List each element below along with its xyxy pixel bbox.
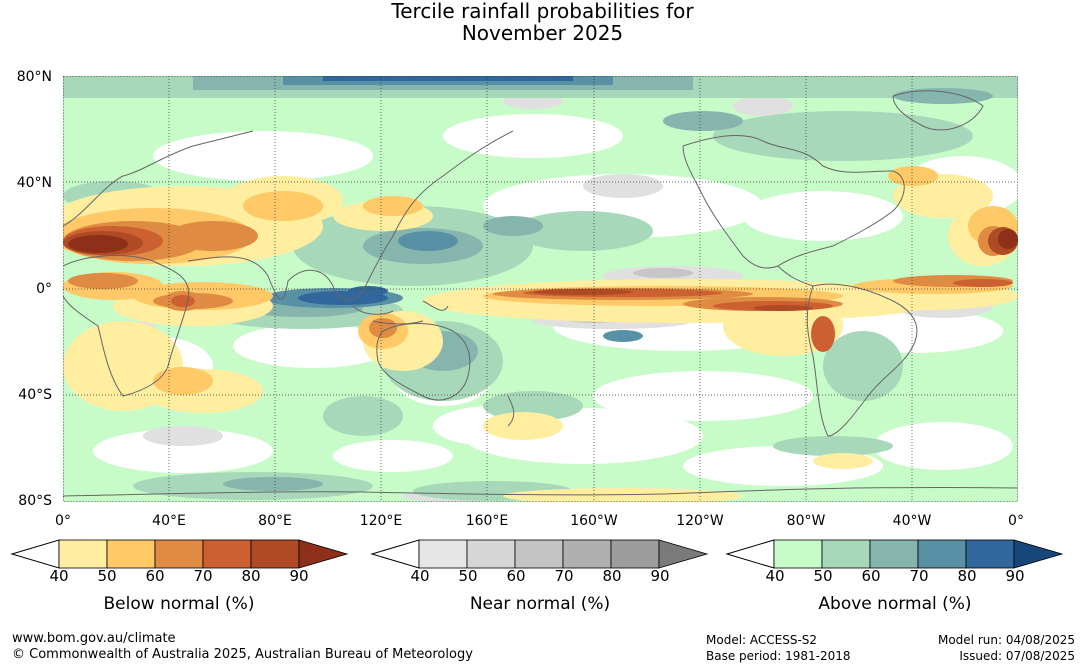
probability-map bbox=[63, 76, 1018, 502]
legend-below-swatch-1 bbox=[106, 539, 156, 569]
legend-below-tick-50: 50 bbox=[97, 567, 117, 585]
title-line-1: Tercile rainfall probabilities for bbox=[391, 0, 694, 23]
legend-near-tick-50: 50 bbox=[458, 567, 478, 585]
legend-above-swatch-3 bbox=[917, 539, 967, 569]
legend-near-normal bbox=[370, 539, 709, 569]
legend-near-tick-90: 90 bbox=[650, 567, 670, 585]
legend-above-arrow-low bbox=[725, 539, 775, 569]
legend-below-tick-60: 60 bbox=[145, 567, 165, 585]
title-line-2: November 2025 bbox=[461, 21, 624, 45]
lat-label-0: 0° bbox=[36, 281, 52, 297]
legend-above-tick-50: 50 bbox=[813, 567, 833, 585]
legend-near-title: Near normal (%) bbox=[469, 594, 611, 614]
legend-near-arrow-high bbox=[658, 539, 709, 569]
above-normal-areas bbox=[63, 76, 1018, 501]
lon-label-80w: 80°W bbox=[786, 513, 826, 529]
legend-above-tick-90: 90 bbox=[1005, 567, 1025, 585]
legend-above-swatch-1 bbox=[821, 539, 871, 569]
lon-label-40e: 40°E bbox=[152, 513, 186, 529]
legend-below-swatch-4 bbox=[250, 539, 300, 569]
legend-below-swatch-2 bbox=[154, 539, 204, 569]
legend-above-normal bbox=[725, 539, 1064, 569]
legend-above-swatch-0 bbox=[773, 539, 823, 569]
legend-near-tick-70: 70 bbox=[554, 567, 574, 585]
legend-near-swatch-3 bbox=[562, 539, 612, 569]
lat-label-80s: 80°S bbox=[18, 493, 52, 509]
coastlines bbox=[63, 90, 1018, 497]
legend-near-tick-40: 40 bbox=[410, 567, 430, 585]
legend-near-swatch-4 bbox=[610, 539, 660, 569]
legend-above-title: Above normal (%) bbox=[818, 594, 972, 614]
lat-label-40s: 40°S bbox=[18, 387, 52, 403]
model-text: Model: ACCESS-S2 bbox=[706, 633, 818, 647]
legend-below-swatch-0 bbox=[58, 539, 108, 569]
lon-label-0: 0° bbox=[55, 513, 71, 529]
legend-above-tick-60: 60 bbox=[861, 567, 881, 585]
legend-above-tick-80: 80 bbox=[957, 567, 977, 585]
legend-below-normal bbox=[10, 539, 349, 569]
lon-label-160w: 160°W bbox=[570, 513, 618, 529]
lon-label-80e: 80°E bbox=[258, 513, 292, 529]
lon-label-40w: 40°W bbox=[892, 513, 932, 529]
legend-above-arrow-high bbox=[1013, 539, 1064, 569]
legend-below-tick-70: 70 bbox=[193, 567, 213, 585]
lat-label-40n: 40°N bbox=[16, 175, 52, 191]
lat-label-80n: 80°N bbox=[16, 69, 52, 85]
legend-near-tick-80: 80 bbox=[602, 567, 622, 585]
lon-label-120e: 120°E bbox=[359, 513, 403, 529]
legend-below-arrow-high bbox=[298, 539, 349, 569]
copyright-text: © Commonwealth of Australia 2025, Austra… bbox=[12, 647, 473, 662]
lon-label-0-right: 0° bbox=[1008, 513, 1024, 529]
model-run-text: Model run: 04/08/2025 bbox=[937, 633, 1075, 647]
legend-above-swatch-2 bbox=[869, 539, 919, 569]
lon-label-160e: 160°E bbox=[465, 513, 509, 529]
legend-below-title: Below normal (%) bbox=[103, 594, 255, 614]
map-frame bbox=[63, 76, 1018, 502]
legend-near-tick-60: 60 bbox=[506, 567, 526, 585]
legend-near-swatch-2 bbox=[514, 539, 564, 569]
lon-label-120w: 120°W bbox=[676, 513, 724, 529]
legend-below-tick-80: 80 bbox=[241, 567, 261, 585]
legend-below-swatch-3 bbox=[202, 539, 252, 569]
base-period-text: Base period: 1981-2018 bbox=[706, 649, 851, 663]
legend-above-tick-40: 40 bbox=[765, 567, 785, 585]
legend-above-tick-70: 70 bbox=[909, 567, 929, 585]
legend-near-swatch-1 bbox=[466, 539, 516, 569]
legend-near-swatch-0 bbox=[418, 539, 468, 569]
legend-below-arrow-low bbox=[10, 539, 60, 569]
legend-above-swatch-4 bbox=[965, 539, 1015, 569]
legend-near-arrow-low bbox=[370, 539, 420, 569]
graticule bbox=[63, 76, 1018, 502]
legend-below-tick-90: 90 bbox=[289, 567, 309, 585]
website-link[interactable]: www.bom.gov.au/climate bbox=[12, 631, 176, 646]
issued-text: Issued: 07/08/2025 bbox=[959, 649, 1075, 663]
chart-title: Tercile rainfall probabilities for Novem… bbox=[0, 0, 1085, 44]
legend-below-tick-40: 40 bbox=[49, 567, 69, 585]
